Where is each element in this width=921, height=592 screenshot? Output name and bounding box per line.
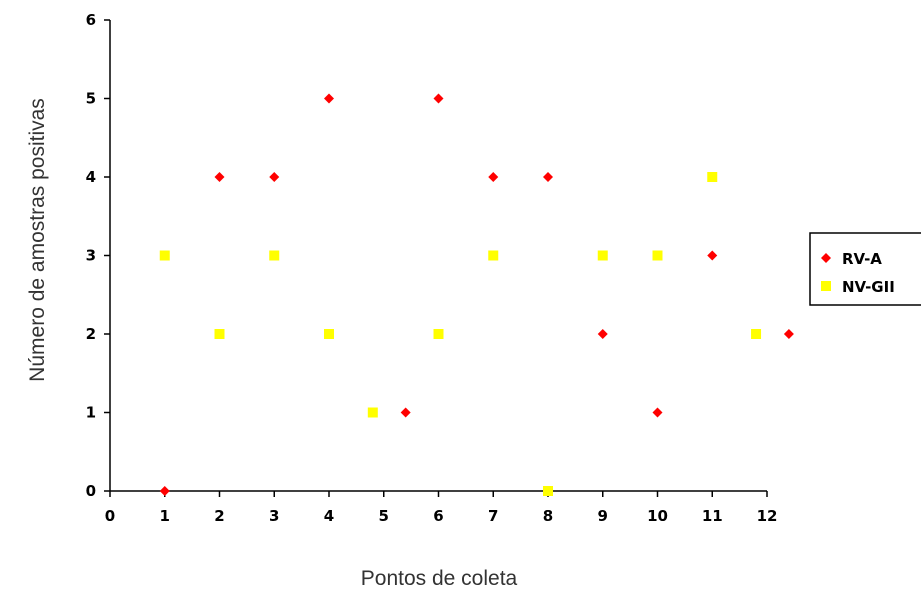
point-nv-gii [751,329,762,339]
y-tick-label: 0 [86,482,96,500]
x-axis-title: Pontos de coleta [361,567,518,590]
point-rv-a [324,93,334,104]
point-nv-gii [324,329,334,339]
y-tick-label: 5 [86,90,96,108]
point-rv-a [783,329,794,339]
point-nv-gii [433,329,444,339]
legend-marker-rv-a [821,253,831,263]
x-tick-label: 5 [379,507,389,525]
point-nv-gii [597,250,608,261]
x-tick-label: 0 [105,507,115,525]
x-tick-label: 6 [433,507,443,525]
point-rv-a [400,407,411,418]
point-nv-gii [269,250,280,261]
point-nv-gii [652,250,663,261]
point-rv-a [488,172,499,182]
y-tick-label: 6 [86,11,96,29]
point-rv-a [159,486,170,496]
data-points [159,93,794,496]
point-rv-a [543,172,553,182]
legend-box [809,232,921,306]
x-tick-label: 11 [702,507,723,525]
point-rv-a [652,407,663,418]
x-tick-label: 2 [214,507,224,525]
y-axis-title: Número de amostras positivas [26,98,49,382]
point-rv-a [597,329,608,339]
legend: RV-A NV-GII [809,232,921,306]
point-nv-gii [707,172,718,182]
y-tick-label: 4 [86,168,96,186]
x-tick-label: 3 [269,507,279,525]
point-rv-a [214,172,225,182]
point-nv-gii [367,407,378,418]
point-rv-a [707,250,718,261]
y-tick-label: 3 [86,247,96,265]
point-nv-gii [159,250,170,261]
x-tick-label: 1 [160,507,170,525]
x-tick-label: 12 [757,507,778,525]
legend-marker-nv-gii [821,281,831,291]
y-tick-label: 2 [86,325,96,343]
point-rv-a [433,93,444,104]
x-tick-label: 8 [543,507,553,525]
x-tick-label: 9 [598,507,608,525]
point-rv-a [269,172,280,182]
x-tick-label: 7 [488,507,498,525]
legend-label-rv-a: RV-A [842,250,882,268]
x-tick-label: 4 [324,507,334,525]
point-nv-gii [214,329,225,339]
x-tick-label: 10 [647,507,668,525]
legend-label-nv-gii: NV-GII [842,278,895,296]
y-tick-label: 1 [86,404,96,422]
point-nv-gii [543,486,553,496]
point-nv-gii [488,250,499,261]
